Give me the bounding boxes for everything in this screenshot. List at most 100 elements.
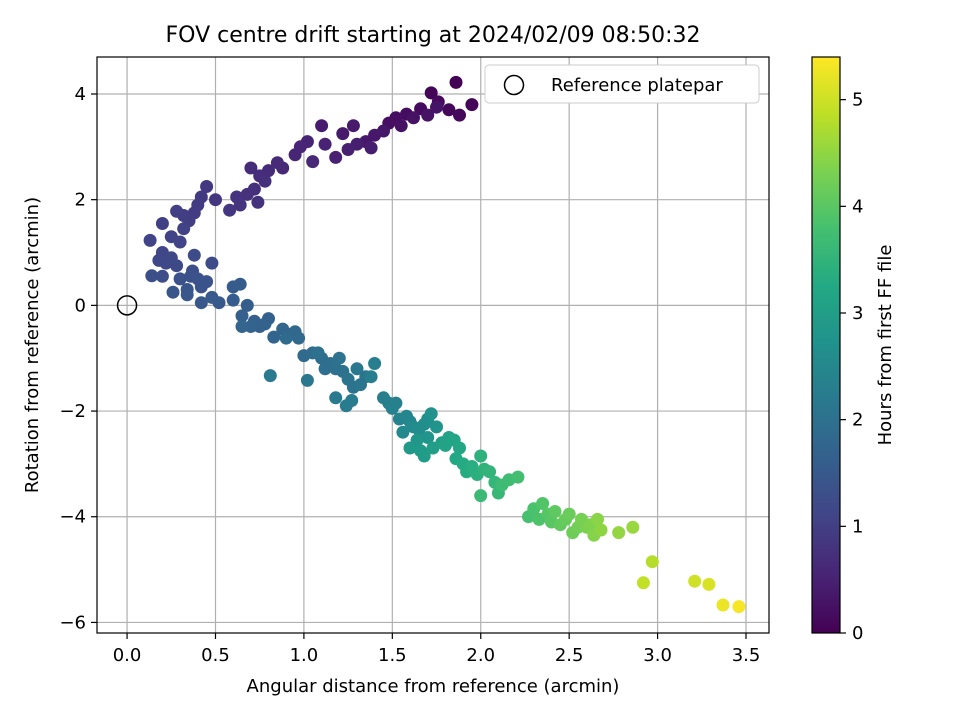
colorbar-ticks: 0 1 2 3 4 5 xyxy=(840,90,863,644)
scatter-point xyxy=(329,150,343,164)
colorbar-label: Hours from first FF file xyxy=(875,245,896,446)
scatter-point xyxy=(173,272,187,286)
scatter-point xyxy=(424,407,438,421)
scatter-point xyxy=(240,187,254,201)
scatter-point xyxy=(368,357,382,370)
colorbar-gradient xyxy=(812,57,840,633)
scatter-point xyxy=(155,269,169,283)
scatter-point xyxy=(421,431,435,444)
x-tick-label: 1.5 xyxy=(378,645,407,666)
scatter-points xyxy=(143,75,746,614)
scatter-point xyxy=(170,259,184,273)
x-tick-label: 3.5 xyxy=(732,645,761,666)
legend-box xyxy=(484,64,760,104)
colorbar-tick-label: 3 xyxy=(852,303,863,324)
scatter-point xyxy=(288,148,302,162)
scatter-point xyxy=(251,195,265,209)
scatter-point xyxy=(244,161,258,175)
scatter-point xyxy=(318,137,332,151)
scatter-point xyxy=(417,449,431,463)
colorbar-frame xyxy=(811,56,841,634)
scatter-point xyxy=(453,441,466,455)
scatter-point xyxy=(306,155,320,169)
scatter-point xyxy=(177,222,191,236)
scatter-point xyxy=(212,296,226,310)
scatter-point xyxy=(233,277,247,291)
y-tick-label: −4 xyxy=(59,507,86,528)
legend-marker-icon xyxy=(503,74,525,96)
scatter-point xyxy=(258,317,272,331)
scatter-point xyxy=(170,204,184,218)
scatter-point xyxy=(209,193,222,207)
colorbar-tick-label: 1 xyxy=(852,516,863,537)
scatter-point xyxy=(536,497,550,510)
scatter-point xyxy=(389,396,403,410)
scatter-point xyxy=(626,520,640,534)
scatter-point xyxy=(702,577,716,591)
x-tick-label: 0.5 xyxy=(201,645,230,666)
y-tick-label: −2 xyxy=(59,401,86,422)
scatter-point xyxy=(194,280,208,294)
y-tick-label: −6 xyxy=(59,612,86,633)
colorbar-tick-label: 5 xyxy=(852,90,863,111)
scatter-point xyxy=(311,346,325,360)
scatter-point xyxy=(403,441,417,455)
scatter-point xyxy=(244,320,258,333)
scatter-point xyxy=(329,391,343,405)
colorbar-tick-label: 4 xyxy=(852,196,863,217)
x-tick-label: 0.0 xyxy=(113,645,142,666)
scatter-point xyxy=(279,331,293,345)
scatter-point xyxy=(173,235,187,249)
scatter-point xyxy=(223,203,237,217)
scatter-point xyxy=(332,351,346,365)
scatter-point xyxy=(394,119,408,133)
scatter-point xyxy=(336,127,350,141)
scatter-point xyxy=(200,180,214,193)
scatter-point xyxy=(346,119,360,133)
scatter-point xyxy=(235,309,249,323)
y-tick-label: 2 xyxy=(75,190,86,211)
scatter-point xyxy=(240,298,254,312)
scatter-point xyxy=(233,198,247,212)
x-tick-label: 2.0 xyxy=(466,645,495,666)
scatter-point xyxy=(474,449,488,463)
scatter-point xyxy=(145,269,159,283)
x-axis-ticks: 0.0 0.5 1.0 1.5 2.0 2.5 3.0 3.5 xyxy=(113,633,761,666)
plot-background xyxy=(97,57,769,633)
chart-title: FOV centre drift starting at 2024/02/09 … xyxy=(166,23,701,48)
scatter-point xyxy=(407,111,420,125)
scatter-point xyxy=(350,362,364,376)
scatter-point xyxy=(364,141,378,155)
scatter-point xyxy=(548,505,562,518)
y-axis-label: Rotation from reference (arcmin) xyxy=(22,197,43,493)
scatter-point xyxy=(453,108,466,122)
x-axis-label: Angular distance from reference (arcmin) xyxy=(247,676,620,697)
scatter-point xyxy=(235,320,249,333)
x-tick-label: 3.0 xyxy=(643,645,672,666)
scatter-point xyxy=(226,293,240,307)
scatter-point xyxy=(421,108,435,122)
scatter-point xyxy=(263,369,277,383)
y-tick-label: 4 xyxy=(75,84,86,105)
scatter-point xyxy=(180,288,194,302)
scatter-point xyxy=(645,555,659,569)
scatter-point xyxy=(187,248,201,262)
scatter-point xyxy=(364,370,378,384)
scatter-point xyxy=(483,465,497,479)
scatter-point xyxy=(612,526,626,540)
scatter-point xyxy=(716,598,730,612)
scatter-point xyxy=(449,75,463,89)
scatter-point xyxy=(166,285,180,299)
scatter-point xyxy=(430,100,443,114)
scatter-point xyxy=(594,523,608,537)
legend: Reference platepar xyxy=(484,64,760,104)
colorbar: 0 1 2 3 4 5 Hours from first FF file xyxy=(811,56,896,644)
scatter-point xyxy=(430,420,443,434)
scatter-point xyxy=(424,86,438,100)
scatter-point xyxy=(345,394,359,407)
plot-frame xyxy=(96,56,770,634)
scatter-point xyxy=(636,576,650,590)
x-tick-label: 2.5 xyxy=(555,645,584,666)
reference-point-marker xyxy=(116,295,138,316)
